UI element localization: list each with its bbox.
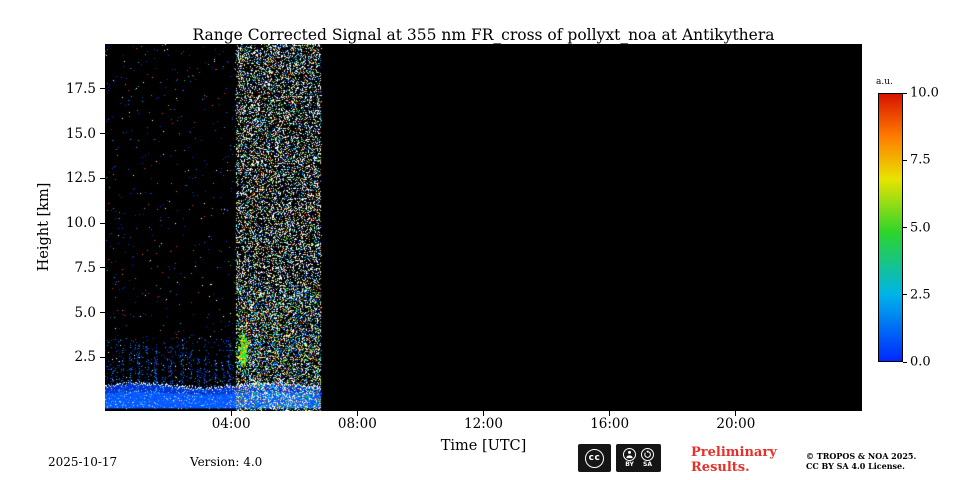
colorbar-tick-mark <box>903 294 907 296</box>
y-tick-label: 5.0 <box>74 304 96 321</box>
preliminary-line-1: Preliminary <box>691 445 777 460</box>
preliminary-line-2: Results. <box>691 460 750 475</box>
y-tick-mark <box>100 88 105 90</box>
y-tick-label: 15.0 <box>65 125 96 142</box>
y-tick-label: 10.0 <box>65 215 96 232</box>
y-tick-mark <box>100 177 105 179</box>
x-tick-mark <box>609 411 611 416</box>
plot-area <box>105 44 862 411</box>
heatmap-canvas <box>105 44 862 411</box>
preliminary-results-note: Preliminary Results. <box>691 445 777 475</box>
copyright-line-1: © TROPOS & NOA 2025. <box>806 451 917 461</box>
cc-icon: cc <box>585 448 604 468</box>
x-tick-label: 08:00 <box>337 416 377 432</box>
x-axis-label: Time [UTC] <box>440 438 527 454</box>
y-tick-mark <box>100 312 105 314</box>
cc-by-column: BY <box>623 448 636 468</box>
y-tick-label: 7.5 <box>74 259 96 276</box>
colorbar-tick-mark <box>903 361 907 363</box>
y-tick-label: 12.5 <box>65 170 96 187</box>
x-tick-label: 04:00 <box>211 416 251 432</box>
colorbar-tick-label: 7.5 <box>910 152 931 168</box>
cc-license-badge: cc BY SA <box>578 444 661 472</box>
x-tick-mark <box>735 411 737 416</box>
footer-version: Version: 4.0 <box>190 455 263 469</box>
copyright-note: © TROPOS & NOA 2025. CC BY SA 4.0 Licens… <box>806 451 916 471</box>
x-tick-label: 16:00 <box>590 416 630 432</box>
y-tick-label: 2.5 <box>74 349 96 366</box>
y-tick-mark <box>100 267 105 269</box>
chart-title: Range Corrected Signal at 355 nm FR_cros… <box>192 26 775 44</box>
cc-by-label: BY <box>625 461 634 468</box>
colorbar <box>878 93 903 362</box>
x-tick-mark <box>356 411 358 416</box>
y-tick-mark <box>100 356 105 358</box>
y-tick-mark <box>100 133 105 134</box>
colorbar-tick-mark <box>903 159 907 161</box>
copyright-line-2: CC BY SA 4.0 License. <box>806 461 905 471</box>
colorbar-tick-label: 10.0 <box>910 85 939 101</box>
colorbar-tick-label: 2.5 <box>910 287 931 303</box>
x-tick-mark <box>230 411 232 416</box>
cc-by-sa-box: BY SA <box>616 444 661 472</box>
cc-sa-arrow-icon <box>641 448 654 461</box>
colorbar-tick-mark <box>903 227 907 228</box>
cc-by-person-icon <box>623 448 636 461</box>
cc-logo-box: cc <box>578 444 611 472</box>
cc-sa-label: SA <box>643 461 652 468</box>
y-tick-label: 17.5 <box>65 80 96 97</box>
footer-date: 2025-10-17 <box>48 455 118 469</box>
x-tick-mark <box>483 411 484 416</box>
cc-sa-column: SA <box>641 448 654 468</box>
x-tick-label: 12:00 <box>464 416 503 432</box>
y-tick-mark <box>100 222 105 224</box>
x-tick-label: 20:00 <box>716 416 756 432</box>
colorbar-tick-mark <box>903 92 907 94</box>
colorbar-tick-label: 5.0 <box>910 220 931 235</box>
colorbar-tick-label: 0.0 <box>910 354 931 370</box>
colorbar-unit-label: a.u. <box>876 77 893 87</box>
